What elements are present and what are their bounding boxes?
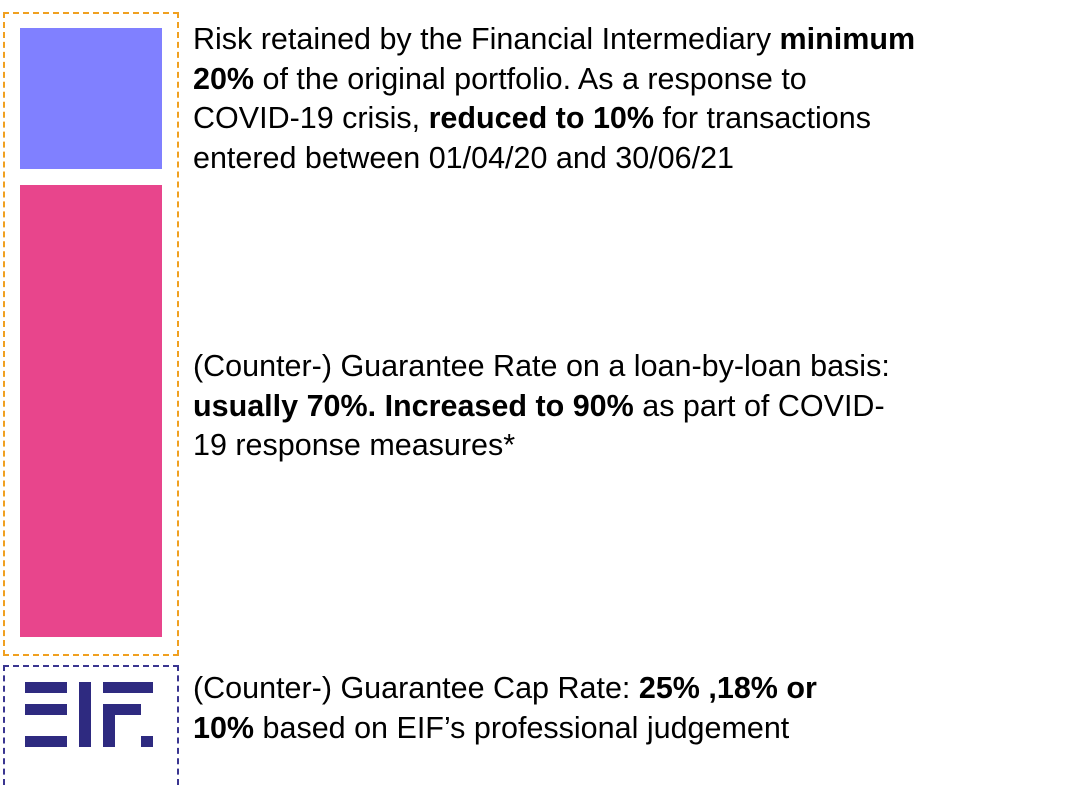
text-line: COVID-19 crisis, reduced to 10% for tran…	[193, 99, 915, 139]
text: based on EIF’s professional judgement	[254, 710, 790, 745]
guarantee-bar	[20, 185, 162, 637]
bold-text: minimum	[779, 22, 916, 56]
text-block: (Counter-) Guarantee Rate on a loan-by-l…	[193, 347, 890, 466]
text: of the original portfolio. As a response…	[254, 61, 807, 96]
eif-logo	[25, 682, 153, 747]
text: as part of COVID-	[633, 388, 885, 423]
text-line: 19 response measures*	[193, 426, 890, 466]
retained-risk-bar	[20, 28, 162, 169]
text: (Counter-) Guarantee Rate on a loan-by-l…	[193, 349, 890, 383]
text: (Counter-) Guarantee Cap Rate:	[193, 671, 639, 705]
text: Risk retained by the Financial Intermedi…	[193, 22, 780, 56]
text-line: Risk retained by the Financial Intermedi…	[193, 20, 915, 60]
bold-text: 20%	[193, 61, 255, 96]
text: 19 response measures*	[193, 428, 516, 462]
bold-text: reduced to 10%	[428, 101, 654, 135]
text-line: 20% of the original portfolio. As a resp…	[193, 60, 915, 100]
text-line: (Counter-) Guarantee Cap Rate: 25% ,18% …	[193, 669, 817, 709]
bold-text: 10%	[193, 710, 255, 745]
text: entered between 01/04/20 and 30/06/21	[193, 140, 734, 175]
text-line: entered between 01/04/20 and 30/06/21	[193, 139, 915, 179]
text-line: (Counter-) Guarantee Rate on a loan-by-l…	[193, 347, 890, 387]
text: for transactions	[654, 101, 871, 135]
eif-frame	[3, 665, 179, 785]
text-line: 10% based on EIF’s professional judgemen…	[193, 709, 817, 749]
bold-text: 25% ,18% or	[638, 671, 817, 705]
text-line: usually 70%. Increased to 90% as part of…	[193, 387, 890, 427]
text: COVID-19 crisis,	[193, 101, 429, 135]
text-block: (Counter-) Guarantee Cap Rate: 25% ,18% …	[193, 669, 817, 748]
text-block: Risk retained by the Financial Intermedi…	[193, 20, 915, 178]
page: {"blocks": [ {"lines": [ [{"text": "Risk…	[3, 12, 916, 785]
portfolio-frame	[3, 12, 179, 656]
bold-text: usually 70%. Increased to 90%	[193, 388, 634, 423]
